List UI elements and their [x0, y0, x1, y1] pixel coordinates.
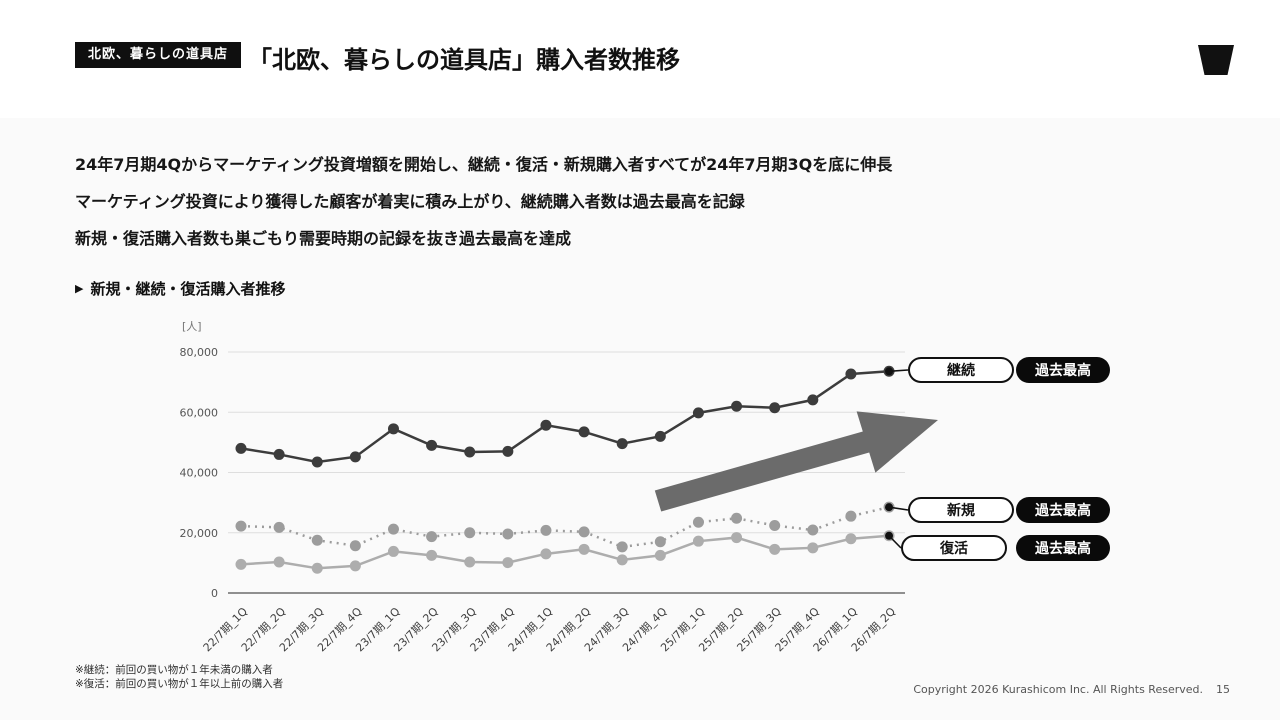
line-chart-canvas: [人]020,00040,00060,00080,00022/7期_1Q22/7… [180, 320, 938, 654]
footnote-returning: ※復活：前回の買い物が１年以上前の購入者 [75, 678, 284, 690]
label-anchor-dot [885, 367, 894, 376]
data-point-continuing [692, 407, 704, 419]
series-pill-new: 新規 [908, 497, 1014, 523]
y-tick-label: 40,000 [180, 467, 219, 480]
series-pill-new-label: 新規 [947, 503, 975, 519]
data-point-continuing [464, 446, 476, 458]
y-tick-label: 20,000 [180, 527, 219, 540]
data-point-returning [616, 554, 628, 566]
data-point-returning [349, 560, 361, 572]
data-point-returning [464, 556, 476, 568]
summary-line: 24年7月期4Qからマーケティング投資増額を開始し、継続・復活・新規購入者すべて… [75, 155, 893, 174]
data-point-continuing [845, 368, 857, 380]
y-tick-label: 60,000 [180, 406, 219, 419]
data-point-continuing [426, 439, 438, 451]
data-point-continuing [273, 448, 285, 460]
data-point-new [578, 526, 590, 538]
data-point-continuing [769, 402, 781, 414]
data-point-returning [540, 548, 552, 560]
data-point-continuing [578, 426, 590, 438]
record-high-badge-new: 過去最高 [1016, 497, 1110, 523]
summary-line: 新規・復活購入者数も巣ごもり需要時期の記録を抜き過去最高を達成 [75, 229, 572, 248]
record-high-badge-continuing-label: 過去最高 [1035, 363, 1091, 379]
data-point-continuing [387, 423, 399, 435]
data-point-continuing [235, 442, 247, 454]
triangle-bullet-icon: ▶ [75, 282, 84, 295]
series-line-returning [240, 534, 890, 570]
data-point-continuing [807, 394, 819, 406]
brand-badge: 北欧、暮らしの道具店 [75, 42, 242, 68]
data-point-continuing [654, 430, 666, 442]
data-point-new [235, 520, 247, 532]
data-point-new [769, 520, 781, 532]
data-point-new [426, 531, 438, 543]
data-point-continuing [349, 451, 361, 463]
record-high-badge-returning-label: 過去最高 [1035, 541, 1091, 557]
data-point-returning [807, 542, 819, 554]
series-pill-returning-label: 復活 [940, 541, 968, 557]
data-point-new [540, 524, 552, 536]
y-axis-unit-label: [人] [182, 320, 202, 333]
data-point-returning [692, 535, 704, 547]
chart-section-title: ▶ 新規・継続・復活購入者推移 [75, 278, 285, 299]
series-pill-continuing-label: 継続 [947, 363, 975, 379]
chart-section-title-label: 新規・継続・復活購入者推移 [90, 280, 286, 298]
footnote-continuing: ※継続：前回の買い物が１年未満の購入者 [75, 664, 273, 676]
record-high-badge-continuing: 過去最高 [1016, 357, 1110, 383]
summary-text: 24年7月期4Qからマーケティング投資増額を開始し、継続・復活・新規購入者すべて… [75, 146, 892, 257]
data-point-returning [426, 549, 438, 561]
y-tick-label: 0 [211, 587, 218, 600]
data-point-continuing [502, 445, 514, 457]
upward-trend-arrow [654, 411, 938, 512]
page-title: 「北欧、暮らしの道具店」購入者数推移 [248, 46, 680, 74]
data-point-new [387, 523, 399, 535]
label-anchor-dot [885, 503, 894, 512]
data-point-returning [502, 557, 514, 569]
summary-line: マーケティング投資により獲得した顧客が着実に積み上がり、継続購入者数は過去最高を… [75, 192, 745, 211]
data-point-returning [578, 543, 590, 555]
record-high-badge-new-label: 過去最高 [1035, 503, 1091, 519]
data-point-new [502, 528, 514, 540]
data-point-new [845, 510, 857, 522]
data-point-new [273, 521, 285, 533]
data-point-continuing [540, 419, 552, 431]
data-point-new [464, 527, 476, 539]
data-point-new [616, 541, 628, 553]
y-tick-label: 80,000 [180, 346, 219, 359]
page-number: 15 [1216, 683, 1230, 696]
series-pill-returning: 復活 [901, 535, 1007, 561]
data-point-new [349, 540, 361, 552]
series-pill-continuing: 継続 [908, 357, 1014, 383]
data-point-new [311, 534, 323, 546]
record-high-badge-returning: 過去最高 [1016, 535, 1110, 561]
series-line-continuing [240, 370, 890, 464]
slide-header: 北欧、暮らしの道具店 「北欧、暮らしの道具店」購入者数推移 [0, 0, 1280, 118]
copyright: Copyright 2026 Kurashicom Inc. All Right… [913, 683, 1203, 696]
data-point-continuing [616, 438, 628, 450]
data-point-new [654, 536, 666, 548]
data-point-returning [769, 543, 781, 555]
data-point-returning [654, 549, 666, 561]
kurashicom-cup-logo-icon [1198, 45, 1234, 75]
data-point-continuing [731, 400, 743, 412]
label-anchor-dot [885, 531, 894, 540]
data-point-continuing [311, 456, 323, 468]
data-point-new [692, 516, 704, 528]
footnotes: ※継続：前回の買い物が１年未満の購入者 ※復活：前回の買い物が１年以上前の購入者 [75, 663, 283, 691]
data-point-returning [387, 545, 399, 557]
data-point-new [731, 512, 743, 524]
data-point-returning [731, 532, 743, 544]
data-point-returning [311, 562, 323, 574]
series-line-new [240, 505, 890, 549]
data-point-returning [845, 533, 857, 545]
line-chart: [人] 0 20,000 40,000 60,000 80,000 22/7期_1Q 22/7… [170, 315, 1130, 660]
data-point-returning [273, 556, 285, 568]
data-point-new [807, 524, 819, 536]
data-point-returning [235, 558, 247, 570]
slide-footer: Copyright 2026 Kurashicom Inc. All Right… [913, 683, 1230, 696]
